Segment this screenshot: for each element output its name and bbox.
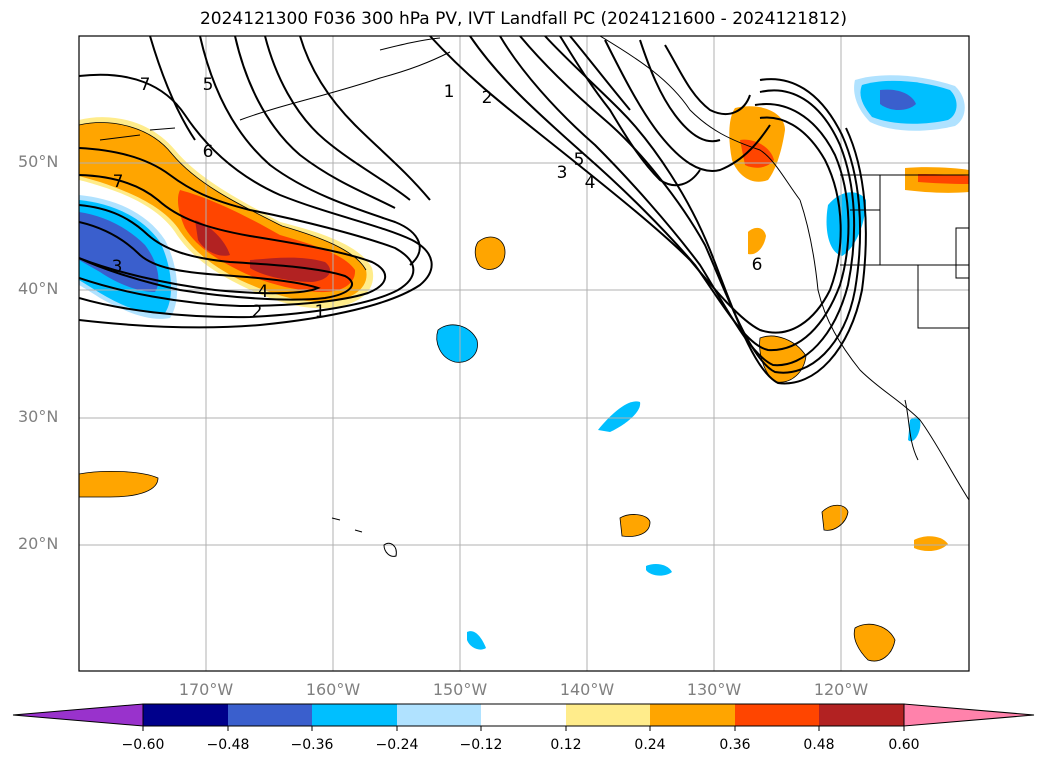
pv-contour-line xyxy=(149,36,196,141)
contour-label: 3 xyxy=(557,163,568,183)
colorbar-tick-label: −0.12 xyxy=(459,737,503,753)
contour-label: 1 xyxy=(444,82,455,102)
anomaly-outlines xyxy=(79,122,896,662)
colorbar-tick-label: 0.12 xyxy=(550,737,582,753)
latitude-label: 30°N xyxy=(18,407,59,426)
contour-label: 5 xyxy=(203,75,214,95)
pv-contour-line xyxy=(79,147,415,319)
negative-anomaly-region xyxy=(598,401,641,432)
pv-contour-line xyxy=(639,39,721,143)
longitude-label: 140°W xyxy=(559,680,615,699)
pv-contour-line xyxy=(234,36,396,209)
negative-anomaly-region xyxy=(436,324,478,363)
pv-contours xyxy=(79,36,867,385)
longitude-label: 160°W xyxy=(305,680,361,699)
contour-label: 2 xyxy=(482,88,493,108)
colorbar-segment xyxy=(566,704,650,726)
colorbar-segment xyxy=(228,704,312,726)
colorbar-segment xyxy=(143,704,228,726)
colorbar xyxy=(12,703,1035,731)
positive-anomaly-region xyxy=(740,139,774,168)
colorbar-extend-min xyxy=(12,703,144,727)
longitude-label: 120°W xyxy=(813,680,869,699)
colorbar-tick-label: 0.48 xyxy=(803,737,835,753)
pv-contour-line xyxy=(299,36,431,201)
contour-label: 7 xyxy=(140,75,151,95)
pv-contour-line xyxy=(199,36,421,266)
pv-contour-line xyxy=(79,221,321,295)
negative-anomaly-region xyxy=(79,212,159,292)
pv-contour-line xyxy=(79,73,433,329)
pv-contour-line xyxy=(559,36,701,187)
contour-label: 5 xyxy=(574,150,585,170)
positive-anomaly-region xyxy=(475,237,505,270)
positive-anomaly-region xyxy=(195,220,230,256)
colorbar-segment xyxy=(650,704,735,726)
latitude-label: 40°N xyxy=(18,279,59,298)
map-title: 2024121300 F036 300 hPa PV, IVT Landfall… xyxy=(199,9,847,29)
negative-anomaly-region xyxy=(908,417,921,442)
positive-anomaly-region xyxy=(854,624,895,662)
contour-label: 6 xyxy=(203,142,214,162)
negative-anomaly-region xyxy=(880,89,916,110)
longitude-label: 130°W xyxy=(686,680,742,699)
colorbar-tick-label: −0.60 xyxy=(121,737,165,753)
longitude-label: 150°W xyxy=(432,680,488,699)
colorbar-segment xyxy=(312,704,397,726)
colorbar-segment xyxy=(481,704,566,726)
positive-anomaly-region xyxy=(79,471,158,497)
contour-label: 4 xyxy=(258,282,269,302)
pv-contour-line xyxy=(499,36,856,367)
pv-contour-line xyxy=(264,36,411,201)
pv-contour-line xyxy=(664,44,751,115)
contour-label: 2 xyxy=(252,302,263,322)
contour-label: 4 xyxy=(585,173,596,193)
longitude-label: 170°W xyxy=(178,680,234,699)
pv-contour-line xyxy=(569,36,631,111)
colorbar-tick-label: 0.60 xyxy=(888,737,920,753)
contour-label: 7 xyxy=(113,172,124,192)
colorbar-tick-label: −0.24 xyxy=(375,737,419,753)
positive-anomaly-region xyxy=(914,536,948,552)
latitude-label: 50°N xyxy=(18,152,59,171)
pv-contour-line xyxy=(519,36,862,374)
contour-label: 6 xyxy=(752,255,763,275)
pv-contour-line xyxy=(79,174,386,308)
plot-frame xyxy=(78,35,970,672)
negative-anomaly-region xyxy=(467,631,486,650)
colorbar-tick-label: 0.36 xyxy=(719,737,751,753)
positive-anomaly-region xyxy=(748,227,766,255)
colorbar-segment xyxy=(735,704,819,726)
colorbar-segment xyxy=(819,704,904,726)
pv-contour-line xyxy=(544,36,867,385)
positive-anomaly-region xyxy=(620,514,650,537)
map-plot-area: 7 5 6 7 3 4 2 1 1 2 3 5 4 6 xyxy=(79,36,969,671)
contour-label: 1 xyxy=(315,302,326,322)
colorbar-tick-label: 0.24 xyxy=(634,737,666,753)
latitude-label: 20°N xyxy=(18,534,59,553)
colorbar-tick-label: −0.48 xyxy=(206,737,250,753)
pv-contour-line xyxy=(79,204,353,301)
pv-contour-labels: 7 5 6 7 3 4 2 1 1 2 3 5 4 6 xyxy=(112,75,763,322)
pv-contour-line xyxy=(429,36,842,334)
pv-contour-line xyxy=(604,39,771,172)
colorbar-extend-max xyxy=(903,703,1035,727)
negative-anomaly-region xyxy=(646,564,672,576)
positive-anomaly-region xyxy=(918,174,969,184)
colorbar-segment xyxy=(397,704,481,726)
contour-label: 3 xyxy=(112,257,123,277)
colorbar-tick-label: −0.36 xyxy=(290,737,334,753)
negative-anomaly-region xyxy=(826,192,866,256)
pv-contour-line xyxy=(469,36,850,352)
